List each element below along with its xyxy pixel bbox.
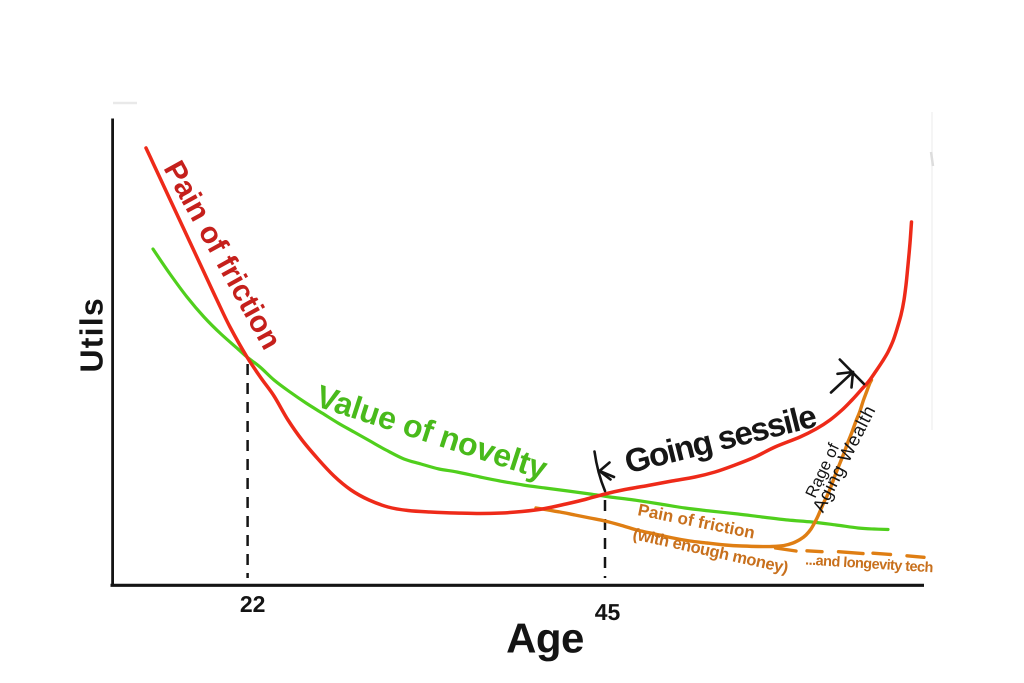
svg-text:22: 22 bbox=[240, 591, 266, 617]
svg-text:45: 45 bbox=[595, 599, 621, 625]
svg-text:...and longevity tech: ...and longevity tech bbox=[805, 553, 934, 577]
svg-text:Utils: Utils bbox=[74, 297, 110, 372]
svg-text:Age: Age bbox=[506, 615, 584, 662]
